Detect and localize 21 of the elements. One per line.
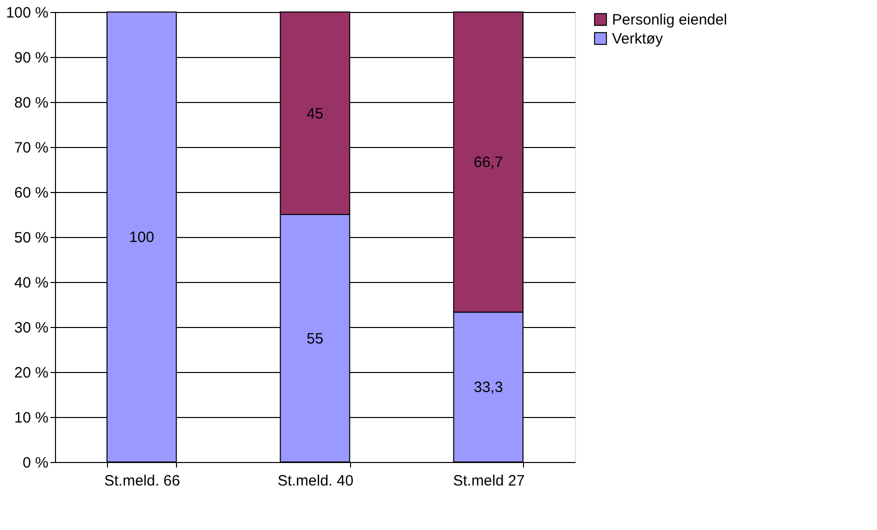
legend-label: Personlig eiendel [612,12,728,28]
y-tick-label: 30 % [14,320,48,336]
x-tick-label: St.meld. 40 [278,472,354,490]
data-label: 66,7 [474,154,503,172]
y-tick-label: 20 % [14,364,48,382]
data-label: 33,3 [474,379,503,396]
data-label: 55 [306,330,324,348]
y-tick-label: 40 % [14,274,48,292]
y-tick-label: 70 % [14,140,48,156]
y-tick-label: 0 % [22,454,48,472]
y-tick-label: 80 % [14,94,48,112]
x-tick-label: St.meld. 66 [104,472,180,490]
data-label: 100 [129,229,154,246]
y-tick-label: 10 % [14,410,48,426]
x-tick-label: St.meld 27 [452,472,525,490]
y-tick-label: 60 % [14,184,48,202]
data-label: 45 [306,105,324,122]
legend-label: Verktøy [612,30,664,48]
y-tick-label: 50 % [14,230,48,246]
y-tick-label: 100 % [6,4,48,22]
y-tick-label: 90 % [14,50,48,66]
